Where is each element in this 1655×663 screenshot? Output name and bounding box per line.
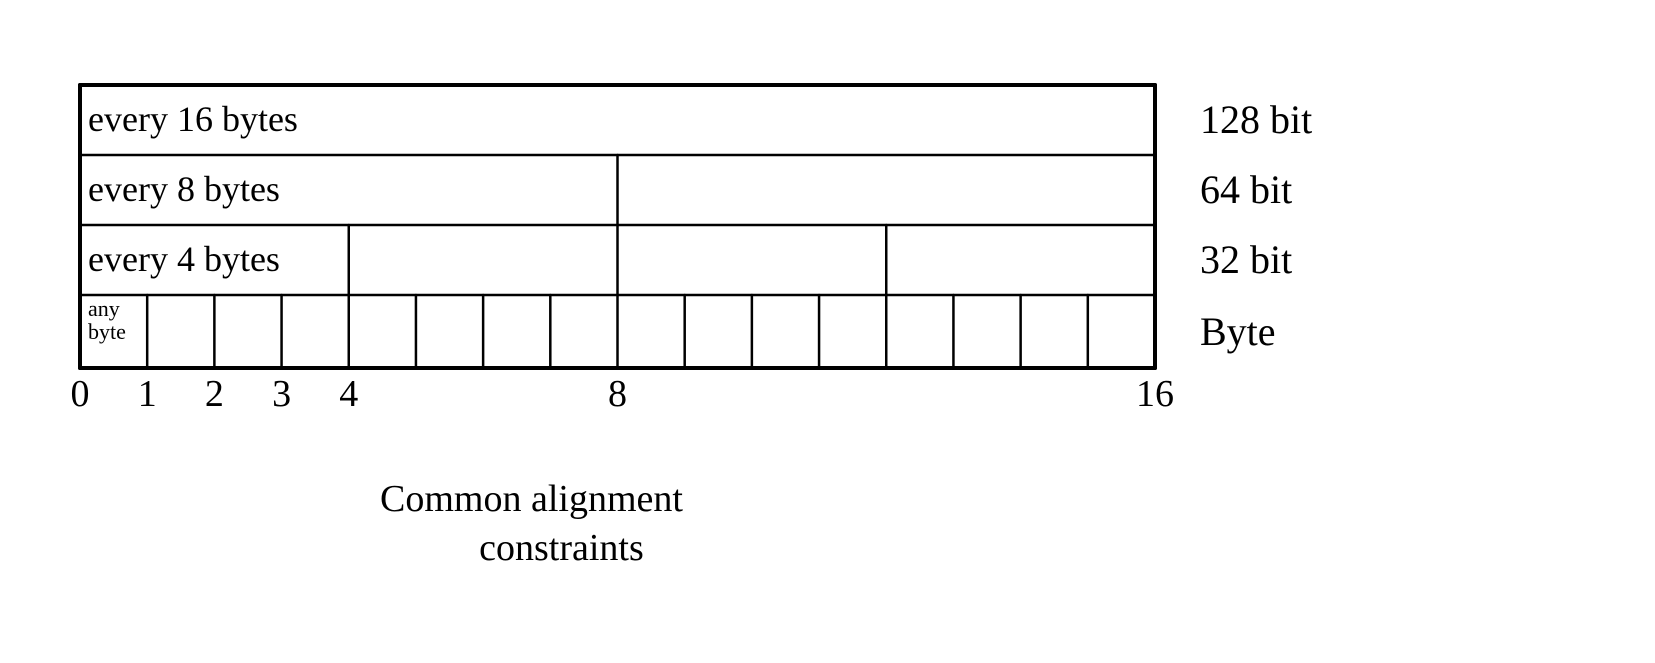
row-label: every 4 bytes [88,238,280,280]
axis-label: 8 [608,372,627,416]
row-label: every 16 bytes [88,98,298,140]
caption-line2: constraints [440,524,683,573]
side-label: 32 bit [1200,236,1292,283]
axis-label: 1 [138,372,157,416]
row-label: every 8 bytes [88,168,280,210]
caption: Common alignmentconstraints [380,475,683,574]
caption-line1: Common alignment [380,475,683,524]
row-label: any byte [88,297,151,343]
side-label: 64 bit [1200,166,1292,213]
axis-label: 16 [1136,372,1174,416]
axis-label: 3 [272,372,291,416]
axis-label: 4 [339,372,358,416]
side-label: Byte [1200,308,1276,355]
axis-label: 2 [205,372,224,416]
side-label: 128 bit [1200,96,1312,143]
axis-label: 0 [71,372,90,416]
